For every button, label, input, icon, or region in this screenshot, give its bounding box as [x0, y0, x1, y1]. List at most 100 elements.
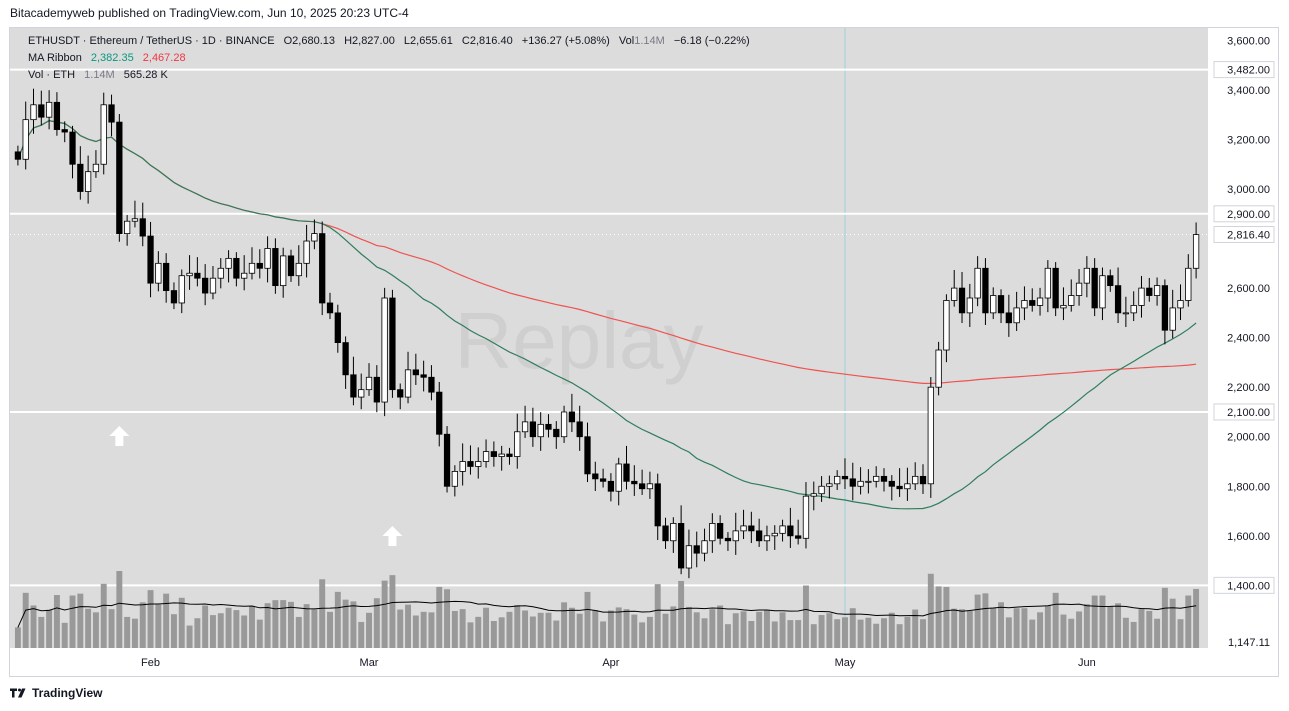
candle-body	[717, 523, 724, 539]
volume-bar	[131, 618, 138, 648]
candle-body	[607, 480, 615, 492]
level-tag-box	[1213, 61, 1275, 79]
volume-bar	[163, 593, 170, 648]
candle-body	[490, 451, 497, 457]
volume-bar	[139, 602, 146, 648]
volume-bar	[288, 601, 294, 648]
candle-body	[233, 257, 240, 279]
y-tick-label: 2,000.00	[1227, 432, 1270, 444]
candle-body	[311, 233, 318, 242]
candle-body	[693, 545, 700, 554]
candle-body	[350, 374, 357, 398]
volume-bar	[529, 616, 536, 648]
candle-body	[763, 535, 771, 542]
volume-bar	[1122, 617, 1129, 648]
y-tick-label: 3,400.00	[1227, 85, 1270, 97]
footer-brand[interactable]: TradingView	[10, 686, 102, 700]
y-tick-label: 1,600.00	[1227, 531, 1270, 543]
volume-bar	[607, 610, 614, 648]
candle-body	[935, 349, 942, 388]
candle-body	[521, 421, 529, 433]
volume-bar	[256, 619, 263, 648]
legend-high-label: H	[344, 35, 353, 47]
x-tick-label: Mar	[360, 657, 379, 669]
price-chart[interactable]: Replay 3,600.00 3,400.00 3,200.00 3,000.00 2,…	[10, 28, 1278, 676]
candle-body	[943, 300, 950, 351]
legend-close-value: 2,816.40	[469, 35, 513, 47]
volume-bar	[467, 622, 474, 648]
candle-body	[849, 478, 856, 487]
volume-bar	[233, 610, 240, 648]
candle-body	[326, 302, 334, 314]
volume-bar	[498, 617, 505, 648]
candle-body	[1192, 234, 1200, 269]
candle-body	[482, 451, 490, 462]
ma-fast-line	[17, 119, 1197, 510]
volume-bar	[545, 612, 552, 648]
candle-body	[1130, 305, 1137, 314]
candle-body	[358, 389, 365, 398]
volume-bar	[373, 598, 380, 648]
volume-bar	[1029, 619, 1036, 648]
candle-body	[912, 475, 919, 485]
tradingview-logo-icon	[10, 688, 26, 698]
candle-body	[287, 255, 295, 277]
candle-body	[677, 523, 685, 569]
legend-symbol[interactable]: ETHUSDT · Ethereum / TetherUS · 1D · BIN…	[28, 35, 275, 47]
volume-bar	[1107, 606, 1114, 648]
candle-body	[724, 537, 732, 542]
legend-high-value: 2,827.00	[352, 35, 395, 47]
legend-ma-slow-value: 2,467.28	[142, 52, 186, 64]
volume-bar	[210, 615, 216, 648]
candle-body	[303, 240, 310, 264]
candle-body	[834, 475, 841, 485]
candle-body	[30, 104, 37, 121]
candle-body	[506, 453, 513, 457]
candle-body	[412, 369, 419, 376]
candle-body	[662, 525, 669, 542]
volume-bar	[1052, 592, 1059, 648]
last-price-tag-label: 2,816.40	[1227, 229, 1270, 241]
volume-bar	[615, 607, 622, 648]
candle-body	[997, 295, 1005, 314]
volume-bar	[428, 612, 435, 648]
candle-body	[241, 272, 248, 279]
candle-body	[498, 453, 505, 457]
volume-bar	[85, 608, 92, 648]
candle-body	[880, 475, 888, 482]
volume-bar	[1154, 618, 1161, 648]
volume-bar	[881, 618, 887, 648]
candle-body	[927, 386, 934, 485]
volume-bar	[709, 609, 716, 648]
candle-body	[888, 480, 895, 487]
volume-bar	[857, 619, 864, 648]
legend-vol-label: Vol	[618, 35, 635, 47]
y-tick-label: 1,800.00	[1227, 481, 1270, 493]
candle-body	[599, 478, 607, 482]
legend-change: +136.27 (+5.08%)	[521, 35, 610, 47]
volume-bar	[170, 614, 177, 648]
legend-open-value: 2,680.13	[292, 35, 335, 47]
y-tick-label: 2,400.00	[1227, 333, 1270, 345]
level-tag-label: 2,100.00	[1227, 407, 1270, 419]
y-bottom-label: 1,147.11	[1228, 637, 1270, 649]
volume-bar	[69, 595, 76, 648]
legend-close-label: C	[461, 35, 470, 47]
volume-bar	[100, 583, 107, 648]
volume-bar	[584, 591, 591, 648]
volume-bar	[420, 611, 427, 648]
volume-bar	[795, 620, 802, 648]
candle-body	[467, 461, 474, 467]
volume-bar	[670, 606, 677, 648]
volume-bar	[873, 623, 880, 648]
candle-body	[631, 480, 638, 485]
candle-body	[568, 411, 576, 423]
volume-bar	[327, 611, 333, 648]
volume-bar	[646, 616, 653, 648]
legend-volume-label[interactable]: Vol · ETH	[28, 69, 76, 81]
candle-body	[373, 376, 380, 403]
candle-body	[818, 485, 825, 495]
level-tag-box	[1213, 576, 1275, 594]
legend-ma-label[interactable]: MA Ribbon	[28, 52, 82, 64]
up-arrow-icon	[382, 526, 403, 546]
